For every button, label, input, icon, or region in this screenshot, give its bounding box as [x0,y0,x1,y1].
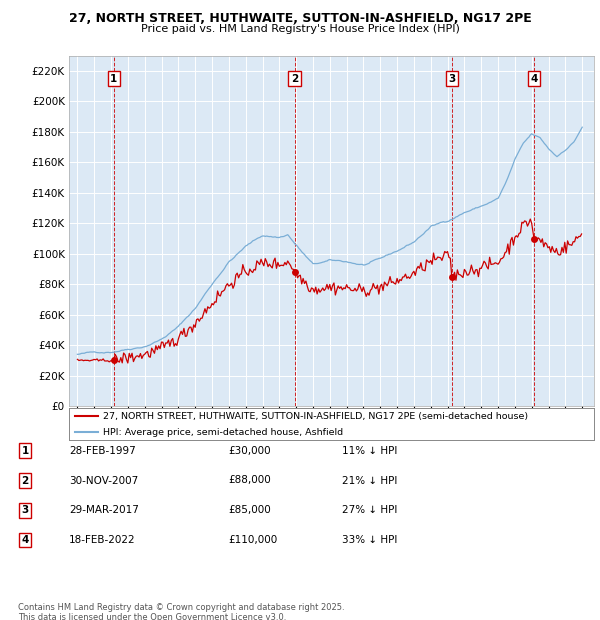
Text: 1: 1 [22,446,29,456]
Text: 2: 2 [291,74,298,84]
Text: £85,000: £85,000 [228,505,271,515]
Text: 28-FEB-1997: 28-FEB-1997 [69,446,136,456]
Text: HPI: Average price, semi-detached house, Ashfield: HPI: Average price, semi-detached house,… [103,428,343,436]
Text: 21% ↓ HPI: 21% ↓ HPI [342,476,397,485]
Text: 3: 3 [22,505,29,515]
Text: 2: 2 [22,476,29,485]
Text: Contains HM Land Registry data © Crown copyright and database right 2025.
This d: Contains HM Land Registry data © Crown c… [18,603,344,620]
Text: 33% ↓ HPI: 33% ↓ HPI [342,535,397,545]
Text: 1: 1 [110,74,118,84]
Text: 27% ↓ HPI: 27% ↓ HPI [342,505,397,515]
Text: £88,000: £88,000 [228,476,271,485]
Text: 18-FEB-2022: 18-FEB-2022 [69,535,136,545]
Text: £30,000: £30,000 [228,446,271,456]
Text: £110,000: £110,000 [228,535,277,545]
Text: 29-MAR-2017: 29-MAR-2017 [69,505,139,515]
Text: Price paid vs. HM Land Registry's House Price Index (HPI): Price paid vs. HM Land Registry's House … [140,24,460,33]
Text: 30-NOV-2007: 30-NOV-2007 [69,476,138,485]
Text: 27, NORTH STREET, HUTHWAITE, SUTTON-IN-ASHFIELD, NG17 2PE (semi-detached house): 27, NORTH STREET, HUTHWAITE, SUTTON-IN-A… [103,412,528,420]
Text: 3: 3 [448,74,455,84]
Text: 11% ↓ HPI: 11% ↓ HPI [342,446,397,456]
Text: 27, NORTH STREET, HUTHWAITE, SUTTON-IN-ASHFIELD, NG17 2PE: 27, NORTH STREET, HUTHWAITE, SUTTON-IN-A… [68,12,532,25]
Text: 4: 4 [22,535,29,545]
Text: 4: 4 [530,74,538,84]
